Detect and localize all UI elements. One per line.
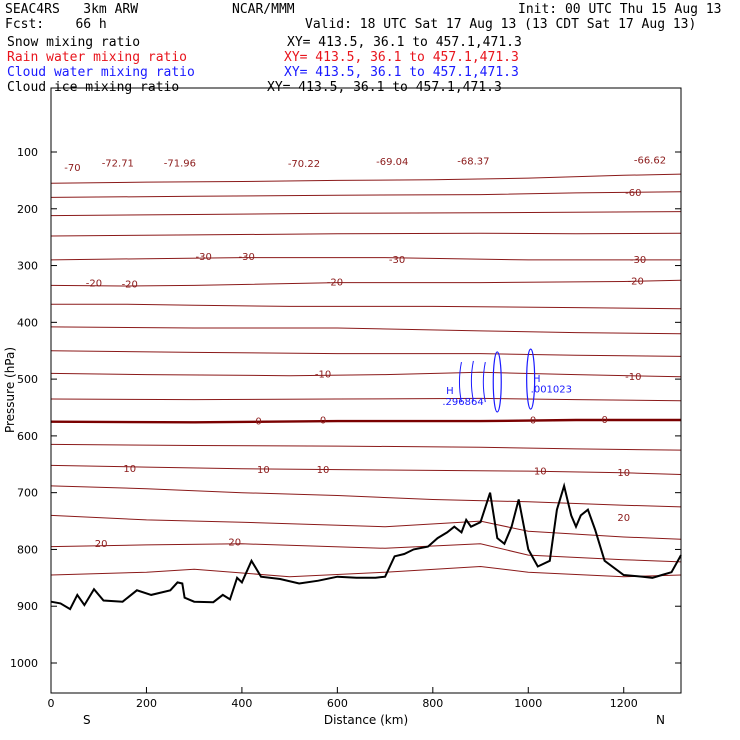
isotherm-6 [51, 303, 682, 310]
isotherm-10 [50, 397, 682, 402]
y-axis-label: Pressure (hPa) [3, 347, 17, 433]
x-endpoint-south: S [83, 713, 91, 727]
cloud-label-1: .296864 [442, 397, 483, 408]
contour-label-22: 10 [123, 464, 136, 475]
plot-frame [50, 87, 682, 694]
contour-label-20: 0 [530, 416, 536, 427]
isotherm-17 [50, 565, 682, 578]
x-axis: 0 200 400 600 800 1000 1200 [48, 687, 638, 710]
contour-label-14: -20 [327, 278, 343, 289]
contour-label-17: -10 [625, 372, 641, 383]
y-tick-label-6: 700 [17, 487, 38, 500]
contour-label-16: -10 [315, 370, 331, 381]
y-tick-label-4: 500 [17, 373, 38, 386]
init-time: Init: 00 UTC Thu 15 Aug 13 [518, 2, 722, 17]
contour-label-0: -70 [64, 163, 80, 174]
y-tick-label-7: 800 [17, 543, 38, 556]
cloud-label-0: H [446, 386, 454, 397]
cloud-label-3: .001023 [531, 384, 572, 395]
contour-label-9: -30 [239, 252, 255, 263]
model-title: SEAC4RS 3km ARW [5, 2, 139, 17]
cloud-water-small-1 [470, 360, 474, 402]
isotherm-9 [50, 371, 682, 378]
y-tick-label-9: 1000 [10, 657, 38, 670]
contour-label-6: -66.62 [634, 156, 666, 167]
isotherm-13 [50, 464, 682, 475]
y-tick-label-1: 200 [17, 203, 38, 216]
cloud-water-small-0 [458, 361, 462, 403]
x-endpoint-north: N [656, 713, 665, 727]
x-tick-label-0: 0 [48, 697, 55, 710]
y-tick-label-3: 400 [17, 316, 38, 329]
y-tick-label-8: 900 [17, 600, 38, 613]
field-name-rain: Rain water mixing ratio [7, 50, 188, 65]
temperature-contours [50, 173, 682, 578]
x-axis-label: Distance (km) [324, 713, 408, 727]
field-name-cloudwater: Cloud water mixing ratio [7, 65, 195, 80]
x-tick-label-2: 400 [231, 697, 252, 710]
contour-label-23: 10 [257, 465, 270, 476]
isotherm-11 [50, 418, 681, 424]
contour-label-5: -68.37 [457, 157, 489, 168]
contour-label-3: -70.22 [288, 159, 320, 170]
center-title: NCAR/MMM [232, 2, 295, 17]
contour-label-25: 10 [534, 467, 547, 478]
contour-label-27: 20 [95, 539, 108, 550]
field-xy-snow: XY= 413.5, 36.1 to 457.1,471.3 [287, 35, 522, 50]
cloud-water-blob-0 [492, 351, 502, 413]
y-tick-label-2: 300 [17, 260, 38, 273]
contour-label-11: -30 [630, 255, 646, 266]
contour-label-29: 20 [617, 513, 630, 524]
isotherm-8 [50, 350, 682, 357]
contour-label-10: -30 [389, 255, 405, 266]
contour-labels: -70 -72.71 -71.96 -70.22 -69.04 -68.37 -66.62 -… [64, 156, 666, 550]
x-tick-label-5: 1000 [514, 697, 542, 710]
contour-label-12: -20 [86, 279, 102, 290]
isotherm-5 [50, 279, 682, 287]
contour-label-28: 20 [228, 538, 241, 549]
x-tick-label-1: 200 [136, 697, 157, 710]
contour-label-24: 10 [317, 465, 330, 476]
terrain-line [50, 482, 682, 611]
contour-label-1: -72.71 [102, 158, 134, 169]
field-xy-rain: XY= 413.5, 36.1 to 457.1,471.3 [284, 50, 519, 65]
isotherm-0 [50, 173, 682, 184]
contour-label-26: 10 [617, 468, 630, 479]
contour-label-4: -69.04 [376, 157, 408, 168]
isotherm-14 [50, 485, 682, 508]
cloud-label-2: H [533, 374, 541, 385]
y-tick-label-5: 600 [17, 430, 38, 443]
contour-label-7: -60 [625, 188, 641, 199]
isotherm-4 [50, 257, 681, 261]
x-tick-label-6: 1200 [610, 697, 638, 710]
isotherm-3 [50, 232, 682, 237]
x-tick-label-4: 800 [422, 697, 443, 710]
field-xy-cloudwater: XY= 413.5, 36.1 to 457.1,471.3 [284, 65, 519, 80]
x-tick-label-3: 600 [327, 697, 348, 710]
contour-label-19: 0 [320, 416, 326, 427]
isotherm-12 [50, 443, 682, 451]
contour-label-18: 0 [255, 417, 261, 428]
contour-label-21: 0 [601, 415, 607, 426]
contour-label-13: -20 [122, 279, 138, 290]
field-name-snow: Snow mixing ratio [7, 35, 141, 50]
cloud-water-small-2 [482, 361, 486, 403]
cloud-water-blob-1 [526, 348, 536, 410]
valid-time: Valid: 18 UTC Sat 17 Aug 13 (13 CDT Sat … [305, 17, 697, 32]
contour-label-2: -71.96 [164, 158, 196, 169]
terrain [50, 482, 682, 611]
isotherm-15 [50, 514, 682, 540]
contour-label-8: -30 [196, 252, 212, 263]
isotherm-7 [50, 326, 682, 335]
forecast-hour: Fcst: 66 h [5, 17, 107, 32]
isotherm-16 [50, 543, 682, 563]
isotherm-2 [50, 211, 682, 217]
y-tick-label-0: 100 [17, 146, 38, 159]
contour-label-15: -20 [627, 276, 643, 287]
cloud-water-contours [458, 348, 536, 413]
isotherm-1 [50, 191, 682, 198]
